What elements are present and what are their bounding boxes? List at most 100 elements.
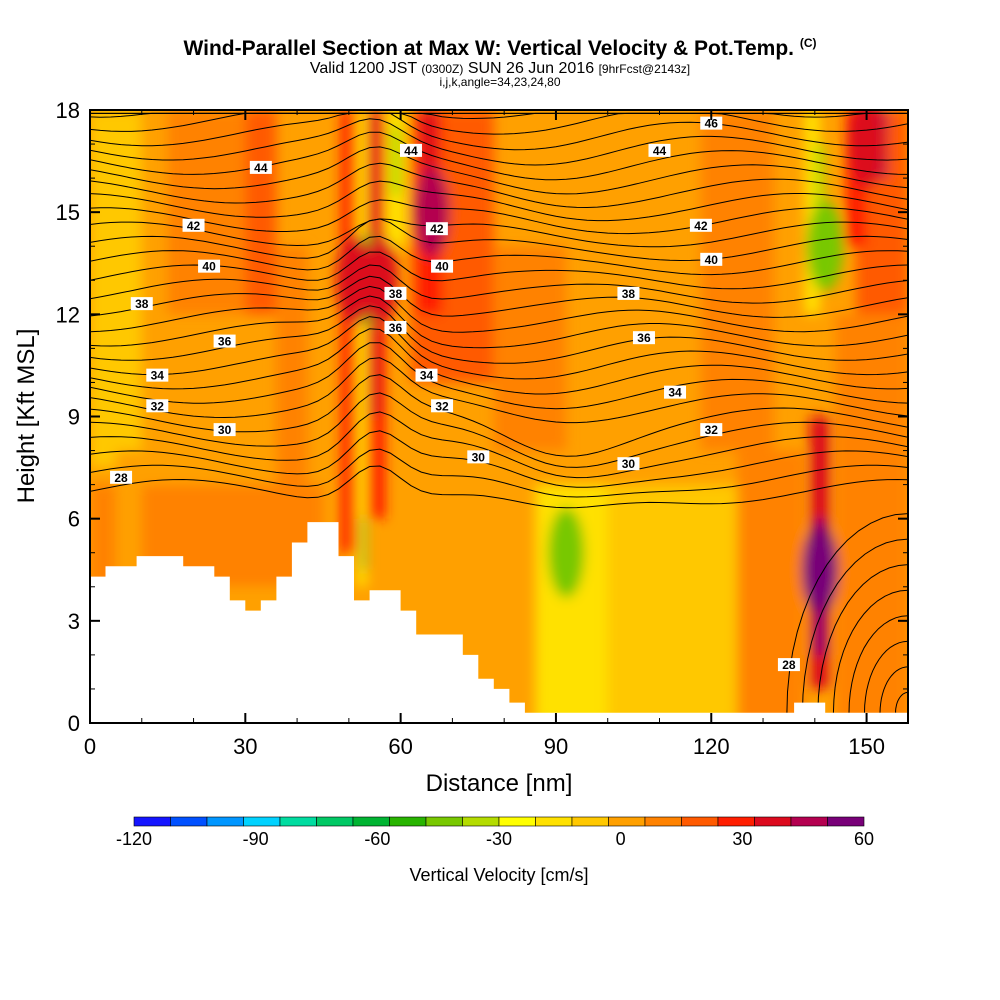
contour-label: 28 — [777, 658, 800, 672]
theta-contour — [90, 131, 908, 181]
contour-label-text: 30 — [622, 457, 636, 471]
contour-label-text: 28 — [782, 658, 796, 672]
contour-label-text: 34 — [668, 386, 682, 400]
contour-label-text: 44 — [254, 161, 268, 175]
contour-label-text: 42 — [694, 219, 708, 233]
theta-contour — [832, 589, 908, 713]
theta-contour — [90, 251, 908, 290]
field-band — [356, 110, 367, 587]
contour-label-text: 34 — [151, 369, 165, 383]
contour-label-box — [399, 143, 422, 157]
field-patch — [276, 246, 308, 587]
theta-contour — [817, 564, 908, 713]
theta-contour — [90, 112, 908, 151]
contour-label: 36 — [384, 320, 407, 335]
theta-contour — [90, 411, 908, 479]
contour-label: 42 — [182, 218, 205, 233]
contour-label: 40 — [198, 259, 221, 274]
theta-contour — [90, 146, 908, 195]
velocity-feature — [801, 524, 838, 615]
contour-label-text: 42 — [430, 222, 444, 236]
velocity-feature — [548, 507, 585, 598]
contour-label-text: 44 — [404, 144, 418, 158]
contour-label-box — [384, 286, 407, 300]
contour-label-box — [632, 331, 655, 345]
contour-label-text: 34 — [420, 369, 434, 383]
field-patch — [245, 110, 277, 315]
terrain-mask — [90, 522, 908, 723]
colorbar-tick-label: -60 — [364, 829, 390, 849]
theta-contour — [90, 162, 908, 209]
colorbar-label: Vertical Velocity [cm/s] — [409, 865, 588, 885]
theta-contour — [895, 691, 908, 713]
contour-label-box — [182, 218, 205, 232]
contour-label-text: 42 — [187, 219, 201, 233]
contour-label-text: 38 — [135, 297, 149, 311]
theta-contour — [90, 392, 908, 468]
velocity-feature — [361, 235, 398, 326]
theta-contour — [90, 112, 908, 135]
field-patch — [835, 314, 908, 723]
contour-label-text: 38 — [389, 287, 403, 301]
contour-label-text: 44 — [653, 144, 667, 158]
contour-label-box — [384, 320, 407, 334]
x-tick-label: 60 — [388, 734, 412, 759]
y-tick-label: 9 — [68, 405, 80, 430]
colorbar-tick-label: -120 — [116, 829, 152, 849]
colorbar-swatch — [316, 816, 354, 827]
contour-label-box — [425, 222, 448, 236]
colorbar-swatch — [754, 816, 792, 827]
contour-label-text: 46 — [705, 117, 719, 131]
contour-label-box — [467, 450, 490, 464]
contour-label: 42 — [689, 218, 712, 233]
colorbar-swatch — [717, 816, 755, 827]
colorbar-swatch — [352, 816, 390, 827]
contour-label-box — [198, 259, 221, 273]
colorbar-tick-label: -30 — [486, 829, 512, 849]
theta-contour — [90, 199, 908, 235]
velocity-feature — [848, 110, 885, 190]
chart-title-text: Wind-Parallel Section at Max W: Vertical… — [183, 37, 794, 60]
x-axis-label: Distance [nm] — [426, 770, 573, 797]
field-patch — [90, 110, 142, 468]
colorbar-swatch — [133, 816, 171, 827]
contour-label-text: 38 — [622, 287, 636, 301]
contour-label-box — [617, 457, 640, 471]
theta-contour — [90, 448, 908, 498]
contour-labels: 28 28 30 30 30 32 32 32 34 34 34 36 36 36 38 38 38 40 40 40… — [110, 116, 800, 672]
colorbar-swatch — [425, 816, 463, 827]
theta-contour — [90, 235, 908, 276]
field-patch — [700, 110, 774, 451]
subtitle-utc: (0300Z) — [421, 62, 464, 76]
theta-contour — [90, 357, 908, 424]
velocity-feature — [807, 201, 844, 292]
velocity-feature — [336, 235, 373, 326]
colorbar-tick-label: -90 — [243, 829, 269, 849]
colorbar-swatch — [279, 816, 317, 827]
colorbar-swatch — [389, 816, 427, 827]
contour-label-box — [146, 368, 169, 382]
contour-label-text: 28 — [114, 471, 128, 485]
contour-label: 32 — [146, 399, 169, 413]
y-tick-label: 3 — [68, 609, 80, 634]
contour-label-box — [700, 423, 723, 437]
field-patch — [737, 450, 805, 723]
contour-label-box — [213, 334, 236, 348]
contour-label: 36 — [213, 334, 236, 349]
contour-label: 32 — [700, 423, 723, 437]
contour-label-box — [700, 252, 723, 266]
contour-label: 34 — [664, 385, 687, 400]
x-tick-label: 150 — [848, 734, 885, 759]
contour-label-box — [777, 658, 800, 672]
field-band — [390, 127, 401, 196]
subtitle-forecast: [9hrFcst@2143z] — [598, 62, 691, 76]
contour-label-text: 36 — [637, 331, 651, 345]
colorbar-tick-label: 30 — [732, 829, 752, 849]
colorbar-swatch — [462, 816, 500, 827]
copyright-mark: (C) — [799, 36, 817, 50]
contour-label: 30 — [617, 457, 640, 471]
contour-label: 46 — [700, 116, 723, 131]
theta-contour — [90, 465, 908, 509]
chart-subtitle-2: i,j,k,angle=34,23,24,80 — [439, 75, 561, 89]
theta-contour — [864, 640, 908, 713]
